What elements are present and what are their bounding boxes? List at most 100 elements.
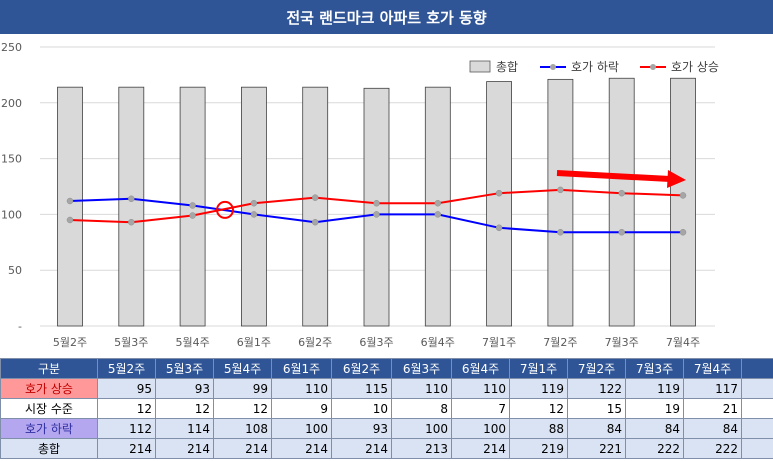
- table-cell: 84: [683, 418, 742, 439]
- table-cell: 119: [509, 378, 568, 399]
- bar: [363, 87, 390, 327]
- bar: [424, 86, 451, 327]
- data-point: [434, 211, 442, 218]
- data-point: [373, 199, 380, 207]
- data-point: [66, 216, 74, 224]
- table-cell: 222: [625, 438, 684, 459]
- data-point: [311, 194, 319, 201]
- table-cell: 100: [451, 418, 510, 439]
- table-header-cell: 7월1주: [509, 358, 568, 379]
- bar: [547, 78, 574, 327]
- table-header-cell: 7월4주: [683, 358, 742, 379]
- table-cell: 12: [509, 398, 568, 419]
- x-tick-label: 7월3주: [605, 336, 639, 349]
- table-cell: 112: [97, 418, 156, 439]
- table-header-row: 구분 5월2주 5월3주 5월4주 6월1주 6월2주 6월3주 6월4주 7월1주 7월2주 7월…: [0, 358, 773, 379]
- table-cell: 214: [155, 438, 214, 459]
- table-row: 호가 하락 112 114 108 100 93 100 100 88 84 84 84: [0, 418, 773, 439]
- table-header-cell: 7월3주: [625, 358, 684, 379]
- annotations: [216, 170, 686, 219]
- x-tick-label: 6월3주: [359, 336, 393, 349]
- table-cell: 93: [331, 418, 392, 439]
- table-cell: 99: [213, 378, 272, 399]
- data-point: [557, 186, 564, 194]
- table-cell: 221: [567, 438, 626, 459]
- table-cell: 15: [567, 398, 626, 419]
- y-tick-label: 200: [1, 97, 22, 110]
- table-cell: 119: [625, 378, 684, 399]
- bar: [486, 81, 513, 327]
- x-axis: 5월2주 5월3주 5월4주 6월1주 6월2주 6월3주 6월4주 7월1주 7월2주 7월3주…: [53, 336, 700, 349]
- data-point: [618, 229, 625, 236]
- table-cell: 7: [451, 398, 510, 419]
- y-tick-label: 250: [1, 41, 22, 54]
- data-point: [66, 197, 74, 205]
- table-cell: 84: [567, 418, 626, 439]
- table-row: 호가 상승 95 93 99 110 115 110 110 119 122 119 117: [0, 378, 773, 399]
- x-tick-label: 7월4주: [666, 336, 700, 349]
- legend-swatch-marker: [550, 64, 556, 70]
- table-header-cell: 5월3주: [155, 358, 214, 379]
- table-row-label: 호가 상승: [0, 378, 98, 399]
- data-point: [618, 189, 625, 197]
- legend-label: 호가 하락: [571, 60, 619, 74]
- line-series: [66, 186, 687, 236]
- x-tick-label: 5월2주: [53, 336, 87, 349]
- arrow-annotation-shaft: [556, 170, 671, 182]
- data-point: [679, 192, 687, 199]
- table-cell: 110: [391, 378, 452, 399]
- table-cell: 10: [331, 398, 392, 419]
- table-row: 시장 수준 12 12 12 9 10 8 7 12 15 19 21: [0, 398, 773, 419]
- data-point: [189, 212, 196, 219]
- table-header-cell: 5월2주: [97, 358, 156, 379]
- data-point: [128, 195, 135, 203]
- bar: [118, 86, 145, 327]
- legend: 총합 호가 하락 호가 상승: [469, 60, 719, 74]
- table-row: 총합 214 214 214 214 214 213 214 219 221 222 222: [0, 438, 773, 459]
- table-cell: 213: [391, 438, 452, 459]
- table-cell: 88: [509, 418, 568, 439]
- table-spare-cell: [741, 418, 773, 439]
- data-point: [250, 211, 258, 218]
- table-header-cell: 5월4주: [213, 358, 272, 379]
- chart-title: 전국 랜드마크 아파트 호가 동향: [0, 0, 773, 34]
- crossover-circle-annotation: [216, 200, 234, 219]
- table-cell: 219: [509, 438, 568, 459]
- data-point: [557, 229, 564, 236]
- table-cell: 214: [331, 438, 392, 459]
- legend-label: 호가 상승: [671, 60, 719, 74]
- table-spare-cell: [741, 398, 773, 419]
- x-tick-label: 5월3주: [114, 336, 148, 349]
- bar: [302, 86, 329, 327]
- table-cell: 117: [683, 378, 742, 399]
- data-table: 구분 5월2주 5월3주 5월4주 6월1주 6월2주 6월3주 6월4주 7월1주 7월2주 7월…: [0, 358, 773, 459]
- table-cell: 115: [331, 378, 392, 399]
- table-header-cell: 7월2주: [567, 358, 626, 379]
- bar: [57, 86, 83, 327]
- table-spare-cell: [741, 378, 773, 399]
- x-tick-label: 5월4주: [175, 336, 209, 349]
- table-cell: 100: [271, 418, 332, 439]
- table-cell: 93: [155, 378, 214, 399]
- table-cell: 84: [625, 418, 684, 439]
- arrow-annotation-head: [667, 170, 686, 188]
- x-tick-label: 7월2주: [543, 336, 577, 349]
- y-axis: 250 200 150 100 50 -: [1, 41, 22, 333]
- table-cell: 222: [683, 438, 742, 459]
- table-spare-cell: [741, 438, 773, 459]
- y-tick-label: -: [18, 320, 22, 333]
- bar: [240, 86, 267, 327]
- x-tick-label: 6월4주: [421, 336, 455, 349]
- table-row-label: 호가 하락: [0, 418, 98, 439]
- table-cell: 100: [391, 418, 452, 439]
- table-header-cell: 6월1주: [271, 358, 332, 379]
- table-cell: 8: [391, 398, 452, 419]
- data-point: [311, 218, 319, 226]
- data-point: [679, 229, 687, 236]
- data-point: [434, 199, 442, 207]
- data-point: [128, 218, 135, 226]
- table-header-cell: 6월4주: [451, 358, 510, 379]
- table-cell: 214: [451, 438, 510, 459]
- table-cell: 21: [683, 398, 742, 419]
- data-point: [250, 199, 258, 207]
